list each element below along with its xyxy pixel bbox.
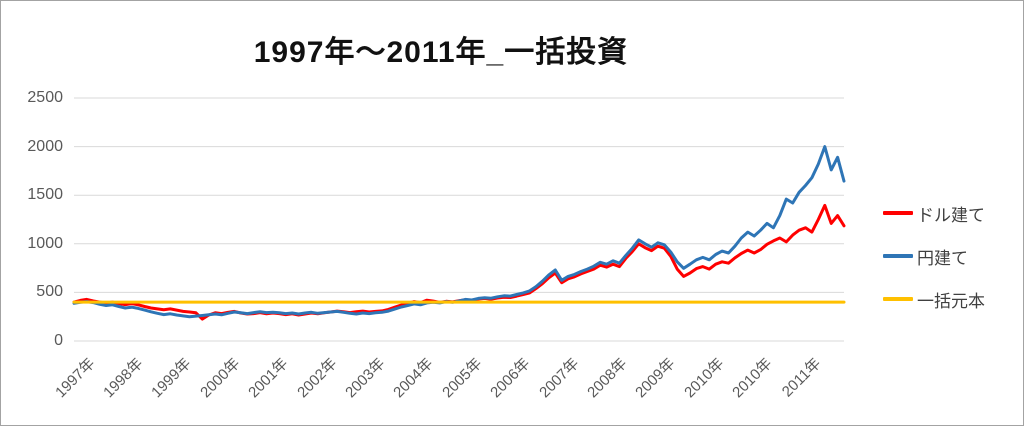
x-tick-label: 2004年 — [390, 355, 437, 402]
x-tick-label: 2011年 — [778, 355, 825, 401]
y-tick-label: 1500 — [27, 186, 63, 204]
x-tick-label: 2005年 — [438, 355, 486, 402]
legend-item: ドル建て — [883, 203, 985, 225]
chart-title: 1997年〜2011年_一括投資 — [253, 36, 629, 69]
x-tick-label: 2002年 — [293, 355, 341, 402]
x-tick-label: 2000年 — [196, 355, 244, 402]
x-tick-label: 1997年 — [51, 355, 99, 402]
x-tick-label: 2008年 — [584, 355, 631, 402]
x-tick-label: 1999年 — [148, 355, 195, 402]
x-tick-label: 2006年 — [487, 355, 534, 402]
legend-label: 一括元本 — [917, 291, 985, 311]
y-tick-label: 500 — [36, 283, 63, 301]
legend-swatch-line — [883, 254, 913, 258]
legend-swatch-line — [883, 211, 913, 215]
plot-area — [72, 97, 846, 342]
x-tick-label: 2010年 — [680, 355, 728, 402]
x-tick-label: 2001年 — [245, 355, 292, 402]
series-line — [72, 145, 846, 319]
legend-item: 一括元本 — [883, 289, 985, 311]
y-tick-label: 2000 — [27, 137, 63, 155]
legend: ドル建て円建て一括元本 — [883, 203, 985, 311]
y-tick-label: 2500 — [27, 89, 63, 106]
y-tick-label: 1000 — [27, 234, 63, 252]
legend-label: ドル建て — [917, 205, 985, 225]
legend-swatch-line — [883, 297, 913, 301]
x-tick-label: 2003年 — [342, 355, 389, 402]
legend-item: 円建て — [883, 246, 985, 268]
x-tick-label: 2010年 — [729, 355, 776, 402]
x-tick-label: 2007年 — [535, 355, 583, 402]
x-tick-label: 2009年 — [632, 355, 679, 402]
x-tick-label: 1998年 — [100, 355, 147, 402]
legend-label: 円建て — [917, 248, 968, 268]
y-tick-label: 0 — [54, 332, 63, 349]
